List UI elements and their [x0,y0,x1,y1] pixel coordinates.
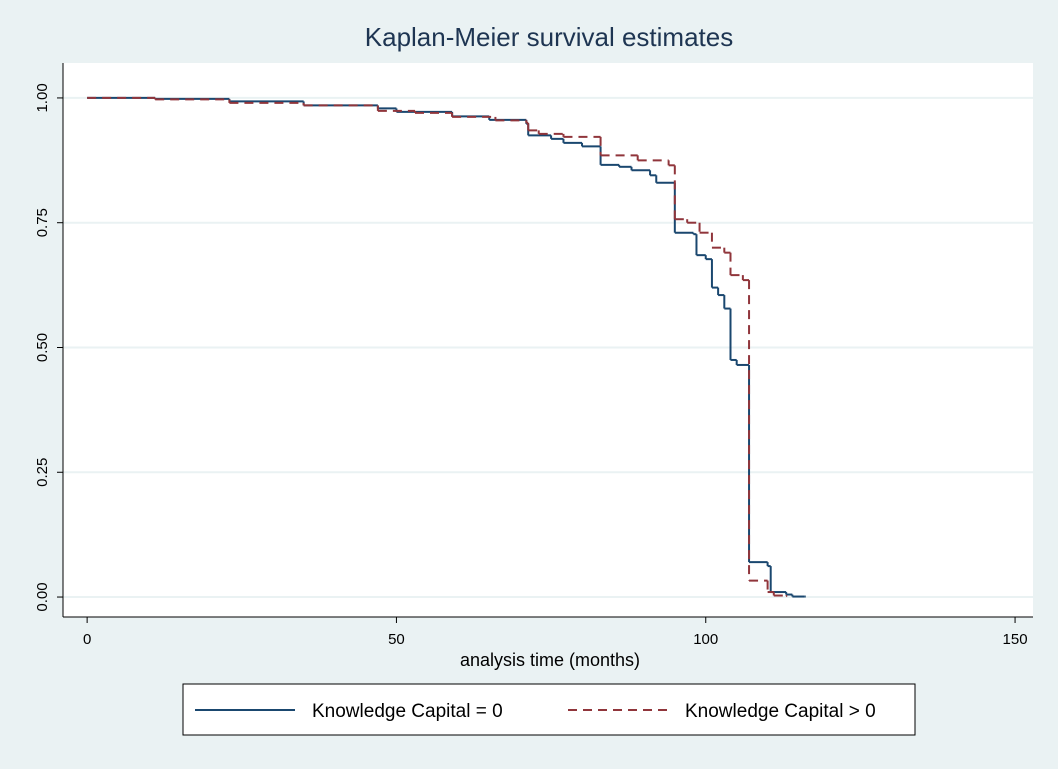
legend-label: Knowledge Capital > 0 [685,701,876,722]
x-tick-label: 150 [1003,631,1028,648]
x-tick-label: 0 [83,631,91,648]
x-axis-title: analysis time (months) [460,650,640,670]
y-tick-label: 1.00 [34,83,51,112]
x-tick-label: 100 [693,631,718,648]
chart-title: Kaplan-Meier survival estimates [365,22,733,52]
x-tick-label: 50 [388,631,405,648]
y-tick-label: 0.00 [34,582,51,611]
y-tick-label: 0.50 [34,333,51,362]
legend-box [182,683,916,736]
y-tick-label: 0.75 [34,208,51,237]
legend-label: Knowledge Capital = 0 [312,701,503,722]
plot-area [63,63,1033,617]
legend: Knowledge Capital = 0 Knowledge Capital >… [195,701,876,722]
y-tick-label: 0.25 [34,458,51,487]
